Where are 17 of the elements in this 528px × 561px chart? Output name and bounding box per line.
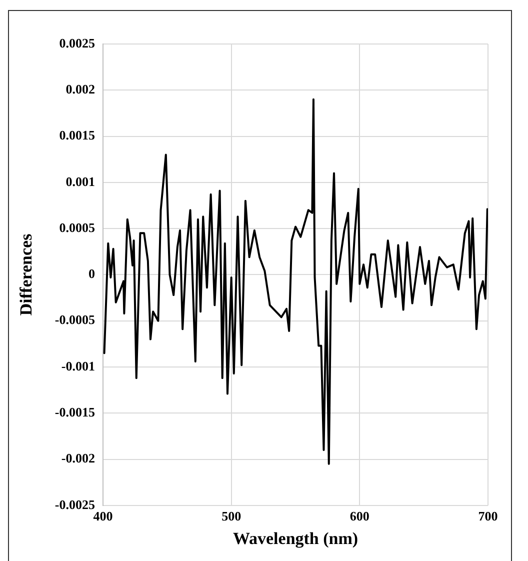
y-tick-label: 0.001 [66, 174, 95, 189]
y-tick-label: -0.0025 [54, 496, 96, 512]
y-tick-label: 0 [88, 266, 95, 282]
y-tick-label: 0.002 [66, 82, 95, 96]
y-tick-label: -0.0005 [54, 312, 96, 328]
x-tick-label: 500 [222, 508, 242, 524]
x-axis-title: Wavelength (nm) [232, 528, 358, 548]
y-tick-label: -0.002 [61, 450, 95, 466]
y-axis-title: Differences [16, 233, 36, 316]
x-tick-label: 400 [93, 508, 113, 524]
y-tick-label: -0.0015 [54, 404, 96, 420]
x-tick-label: 600 [350, 508, 370, 524]
y-tick-label: 0.0005 [59, 220, 96, 235]
y-tick-label: 0.0015 [59, 128, 96, 143]
y-tick-label: -0.001 [61, 358, 95, 374]
x-tick-label: 700 [478, 508, 498, 524]
y-tick-label: 0.0025 [59, 35, 96, 50]
